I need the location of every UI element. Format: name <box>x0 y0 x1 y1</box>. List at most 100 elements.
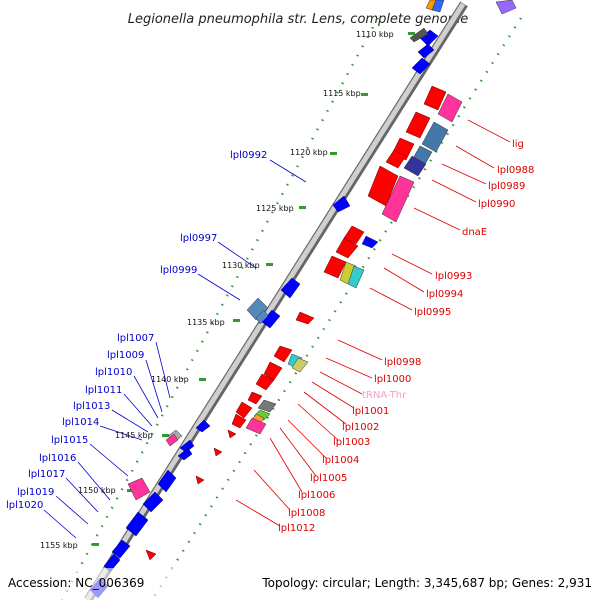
gene-forward[interactable] <box>385 149 407 169</box>
gene-label-lpl1019[interactable]: lpl1019 <box>17 487 54 498</box>
gene-forward[interactable] <box>335 237 359 259</box>
gene-reverse[interactable] <box>177 447 193 461</box>
gene-pink[interactable] <box>245 417 267 435</box>
gene-forward[interactable] <box>235 401 253 419</box>
gene-forward[interactable] <box>273 345 293 363</box>
gene-top-purple[interactable] <box>495 0 517 15</box>
gene-label-lpl1013[interactable]: lpl1013 <box>73 401 110 412</box>
gene-forward[interactable] <box>405 111 431 139</box>
gene-pink[interactable] <box>165 433 179 447</box>
gene-label-lpl1005[interactable]: lpl1005 <box>310 473 347 484</box>
reverse-strand-other <box>127 0 517 501</box>
gene-blue-small[interactable] <box>361 235 379 249</box>
gene-steelblue[interactable] <box>246 297 269 321</box>
right-gene-label-text: lig lpl0988 lpl0989 lpl0990 dnaE lpl0993… <box>278 139 534 534</box>
gene-reverse[interactable] <box>261 309 281 329</box>
leader-line <box>217 241 257 269</box>
gene-reverse[interactable] <box>280 277 301 299</box>
gene-label-lpl1004[interactable]: lpl1004 <box>322 455 359 466</box>
gene-label-lpl1008[interactable]: lpl1008 <box>288 508 325 519</box>
gene-label-lpl0994[interactable]: lpl0994 <box>426 289 463 300</box>
gene-label-lpl0990[interactable]: lpl0990 <box>478 199 515 210</box>
leader-line <box>303 391 347 425</box>
gene-dark[interactable] <box>409 27 429 43</box>
gene-label-dnaE[interactable]: dnaE <box>462 227 487 238</box>
gene-label-lpl1002[interactable]: lpl1002 <box>342 422 379 433</box>
gene-label-lig[interactable]: lig <box>512 139 524 150</box>
forward-strand-genes <box>145 85 447 561</box>
gene-label-lpl1007[interactable]: lpl1007 <box>117 333 154 344</box>
gene-label-lpl0993[interactable]: lpl0993 <box>435 271 472 282</box>
gene-grey[interactable] <box>257 399 277 413</box>
leader-line <box>337 339 383 361</box>
gene-forward-marker[interactable] <box>145 549 157 561</box>
gene-steelblue[interactable] <box>421 121 449 153</box>
left-gene-label-text: lpl0992 lpl0997 lpl0999 lpl1007 lpl1009 … <box>6 150 267 511</box>
gene-reverse[interactable] <box>157 469 177 493</box>
gene-label-lpl0998[interactable]: lpl0998 <box>384 357 421 368</box>
leader-line <box>325 357 373 379</box>
leader-line <box>287 419 327 459</box>
gene-label-lpl1010[interactable]: lpl1010 <box>95 367 132 378</box>
gene-reverse[interactable] <box>125 511 149 537</box>
gene-forward-marker[interactable] <box>213 447 223 457</box>
gene-top-blue[interactable] <box>431 0 445 13</box>
gene-label-lpl1014[interactable]: lpl1014 <box>62 417 99 428</box>
leader-line <box>297 403 339 441</box>
gene-reverse[interactable] <box>195 419 211 433</box>
gene-label-lpl1015[interactable]: lpl1015 <box>51 435 88 446</box>
footer-backdrop <box>0 568 600 600</box>
gene-label-trna-thr[interactable]: tRNA-Thr <box>362 390 407 401</box>
gene-forward[interactable] <box>247 391 263 405</box>
gene-forward[interactable] <box>255 373 275 391</box>
gene-label-lpl1006[interactable]: lpl1006 <box>298 490 335 501</box>
leader-line <box>269 159 307 183</box>
leader-line <box>65 477 99 513</box>
gene-reverse[interactable] <box>411 57 431 75</box>
gene-label-lpl1009[interactable]: lpl1009 <box>107 350 144 361</box>
tick-label: 1145 kbp <box>115 431 153 440</box>
gene-label-lpl1003[interactable]: lpl1003 <box>333 437 370 448</box>
gene-label-lpl0997[interactable]: lpl0997 <box>180 233 217 244</box>
gene-label-lpl1011[interactable]: lpl1011 <box>85 385 122 396</box>
leader-line <box>413 207 461 231</box>
leader-line <box>455 145 495 169</box>
tick-label: 1120 kbp <box>290 148 328 157</box>
gene-olive[interactable] <box>291 357 309 373</box>
topology-text: Topology: circular; Length: 3,345,687 bp… <box>261 576 592 590</box>
gene-reverse[interactable] <box>179 439 195 453</box>
map-title: Legionella pneumophila str. Lens, comple… <box>128 12 469 27</box>
gene-label-lpl1016[interactable]: lpl1016 <box>39 453 76 464</box>
gene-forward[interactable] <box>343 225 365 245</box>
gene-reverse[interactable] <box>142 491 164 513</box>
leader-line <box>391 253 433 275</box>
gene-steelblue-small[interactable] <box>255 309 269 325</box>
gene-forward[interactable] <box>323 255 347 279</box>
gene-label-lpl0988[interactable]: lpl0988 <box>497 165 534 176</box>
gene-dnaE-pink[interactable] <box>381 175 415 223</box>
gene-label-lpl1017[interactable]: lpl1017 <box>28 469 65 480</box>
gene-forward-marker[interactable] <box>227 429 237 439</box>
gene-cyan[interactable] <box>347 265 365 289</box>
gene-reverse[interactable] <box>417 43 435 59</box>
tick-1145: 1145 kbp <box>115 431 169 440</box>
gene-lig-pink[interactable] <box>437 93 463 123</box>
gene-navy[interactable] <box>403 155 427 177</box>
gene-label-lpl0989[interactable]: lpl0989 <box>488 181 525 192</box>
tick-1155: 1155 kbp <box>40 541 99 550</box>
gene-forward-marker[interactable] <box>195 475 205 485</box>
gene-reverse[interactable] <box>111 539 131 559</box>
gene-magenta[interactable] <box>127 477 151 501</box>
gene-label-lpl0992[interactable]: lpl0992 <box>230 150 267 161</box>
tick-label: 1110 kbp <box>356 30 394 39</box>
gene-forward[interactable] <box>295 311 315 325</box>
gene-label-lpl1000[interactable]: lpl1000 <box>374 374 411 385</box>
gene-label-lpl1020[interactable]: lpl1020 <box>6 500 43 511</box>
gene-label-lpl0995[interactable]: lpl0995 <box>414 307 451 318</box>
gene-label-lpl1001[interactable]: lpl1001 <box>352 406 389 417</box>
gene-reverse[interactable] <box>332 195 351 213</box>
gene-forward[interactable] <box>423 85 447 111</box>
gene-label-lpl1012[interactable]: lpl1012 <box>278 523 315 534</box>
gene-label-lpl0999[interactable]: lpl0999 <box>160 265 197 276</box>
gene-forward[interactable] <box>231 413 247 429</box>
